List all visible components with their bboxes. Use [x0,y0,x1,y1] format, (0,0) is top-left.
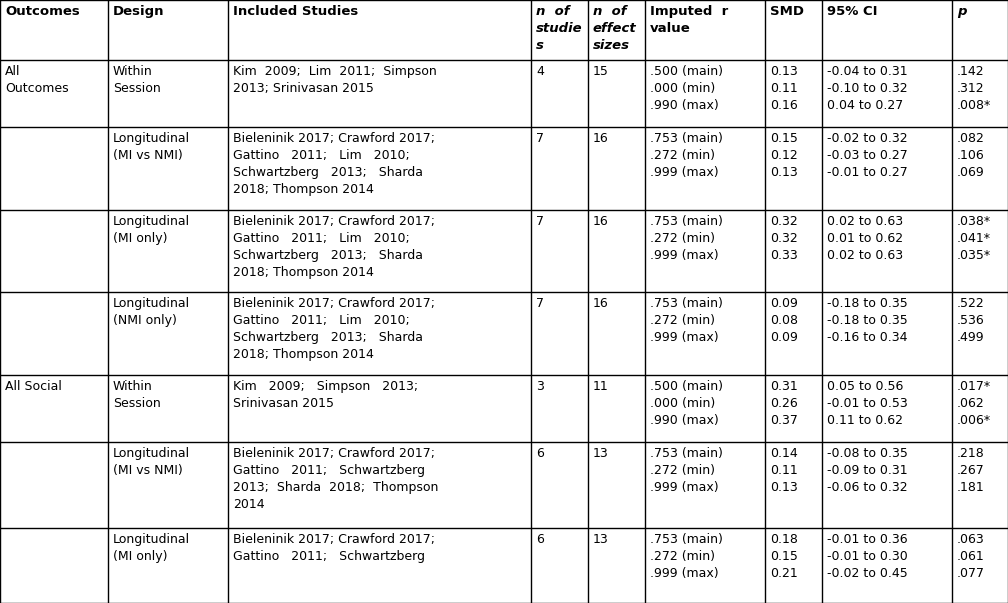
Text: Design: Design [113,5,164,18]
Text: 7: 7 [536,132,544,145]
Text: 15: 15 [593,65,609,78]
Text: Longitudinal
(MI only): Longitudinal (MI only) [113,533,191,563]
Text: .753 (main)
.272 (min)
.999 (max): .753 (main) .272 (min) .999 (max) [650,297,723,344]
Text: .142
.312
.008*: .142 .312 .008* [957,65,991,112]
Text: Bieleninik 2017; Crawford 2017;
Gattino   2011;   Schwartzberg
2013;  Sharda  20: Bieleninik 2017; Crawford 2017; Gattino … [233,447,438,511]
Text: 4: 4 [536,65,544,78]
Text: .753 (main)
.272 (min)
.999 (max): .753 (main) .272 (min) .999 (max) [650,533,723,580]
Text: SMD: SMD [770,5,804,18]
Text: -0.01 to 0.36
-0.01 to 0.30
-0.02 to 0.45: -0.01 to 0.36 -0.01 to 0.30 -0.02 to 0.4… [827,533,908,580]
Text: 16: 16 [593,297,609,310]
Text: Longitudinal
(MI vs NMI): Longitudinal (MI vs NMI) [113,132,191,162]
Text: Bieleninik 2017; Crawford 2017;
Gattino   2011;   Lim   2010;
Schwartzberg   201: Bieleninik 2017; Crawford 2017; Gattino … [233,297,435,361]
Text: 0.18
0.15
0.21: 0.18 0.15 0.21 [770,533,798,580]
Text: 6: 6 [536,533,544,546]
Text: 13: 13 [593,447,609,460]
Text: .500 (main)
.000 (min)
.990 (max): .500 (main) .000 (min) .990 (max) [650,65,723,112]
Text: .017*
.062
.006*: .017* .062 .006* [957,379,991,426]
Text: 16: 16 [593,215,609,228]
Text: Outcomes: Outcomes [5,5,80,18]
Text: 95% CI: 95% CI [827,5,878,18]
Text: 0.31
0.26
0.37: 0.31 0.26 0.37 [770,379,798,426]
Text: Imputed  r
value: Imputed r value [650,5,728,35]
Text: -0.04 to 0.31
-0.10 to 0.32
0.04 to 0.27: -0.04 to 0.31 -0.10 to 0.32 0.04 to 0.27 [827,65,907,112]
Text: .063
.061
.077: .063 .061 .077 [957,533,985,580]
Text: All Social: All Social [5,379,61,393]
Text: 0.02 to 0.63
0.01 to 0.62
0.02 to 0.63: 0.02 to 0.63 0.01 to 0.62 0.02 to 0.63 [827,215,903,262]
Text: Bieleninik 2017; Crawford 2017;
Gattino   2011;   Lim   2010;
Schwartzberg   201: Bieleninik 2017; Crawford 2017; Gattino … [233,132,435,197]
Text: .500 (main)
.000 (min)
.990 (max): .500 (main) .000 (min) .990 (max) [650,379,723,426]
Text: Kim   2009;   Simpson   2013;
Srinivasan 2015: Kim 2009; Simpson 2013; Srinivasan 2015 [233,379,418,409]
Text: Bieleninik 2017; Crawford 2017;
Gattino   2011;   Schwartzberg: Bieleninik 2017; Crawford 2017; Gattino … [233,533,435,563]
Text: p: p [957,5,967,18]
Text: 11: 11 [593,379,609,393]
Text: 0.05 to 0.56
-0.01 to 0.53
0.11 to 0.62: 0.05 to 0.56 -0.01 to 0.53 0.11 to 0.62 [827,379,908,426]
Text: Within
Session: Within Session [113,379,160,409]
Text: 13: 13 [593,533,609,546]
Text: 0.13
0.11
0.16: 0.13 0.11 0.16 [770,65,797,112]
Text: .218
.267
.181: .218 .267 .181 [957,447,985,494]
Text: 16: 16 [593,132,609,145]
Text: -0.02 to 0.32
-0.03 to 0.27
-0.01 to 0.27: -0.02 to 0.32 -0.03 to 0.27 -0.01 to 0.2… [827,132,908,179]
Text: Bieleninik 2017; Crawford 2017;
Gattino   2011;   Lim   2010;
Schwartzberg   201: Bieleninik 2017; Crawford 2017; Gattino … [233,215,435,279]
Text: 3: 3 [536,379,544,393]
Text: 0.32
0.32
0.33: 0.32 0.32 0.33 [770,215,797,262]
Text: .522
.536
.499: .522 .536 .499 [957,297,985,344]
Text: 7: 7 [536,215,544,228]
Text: .038*
.041*
.035*: .038* .041* .035* [957,215,991,262]
Text: -0.08 to 0.35
-0.09 to 0.31
-0.06 to 0.32: -0.08 to 0.35 -0.09 to 0.31 -0.06 to 0.3… [827,447,908,494]
Text: Kim  2009;  Lim  2011;  Simpson
2013; Srinivasan 2015: Kim 2009; Lim 2011; Simpson 2013; Sriniv… [233,65,436,95]
Text: n  of
studie
s: n of studie s [536,5,583,52]
Text: Included Studies: Included Studies [233,5,358,18]
Text: All
Outcomes: All Outcomes [5,65,69,95]
Text: .753 (main)
.272 (min)
.999 (max): .753 (main) .272 (min) .999 (max) [650,132,723,179]
Text: .753 (main)
.272 (min)
.999 (max): .753 (main) .272 (min) .999 (max) [650,447,723,494]
Text: Longitudinal
(NMI only): Longitudinal (NMI only) [113,297,191,327]
Text: -0.18 to 0.35
-0.18 to 0.35
-0.16 to 0.34: -0.18 to 0.35 -0.18 to 0.35 -0.16 to 0.3… [827,297,908,344]
Text: n  of
effect
sizes: n of effect sizes [593,5,637,52]
Text: 0.15
0.12
0.13: 0.15 0.12 0.13 [770,132,798,179]
Text: 0.14
0.11
0.13: 0.14 0.11 0.13 [770,447,797,494]
Text: Within
Session: Within Session [113,65,160,95]
Text: 6: 6 [536,447,544,460]
Text: .082
.106
.069: .082 .106 .069 [957,132,985,179]
Text: .753 (main)
.272 (min)
.999 (max): .753 (main) .272 (min) .999 (max) [650,215,723,262]
Text: 0.09
0.08
0.09: 0.09 0.08 0.09 [770,297,798,344]
Text: 7: 7 [536,297,544,310]
Text: Longitudinal
(MI vs NMI): Longitudinal (MI vs NMI) [113,447,191,477]
Text: Longitudinal
(MI only): Longitudinal (MI only) [113,215,191,245]
